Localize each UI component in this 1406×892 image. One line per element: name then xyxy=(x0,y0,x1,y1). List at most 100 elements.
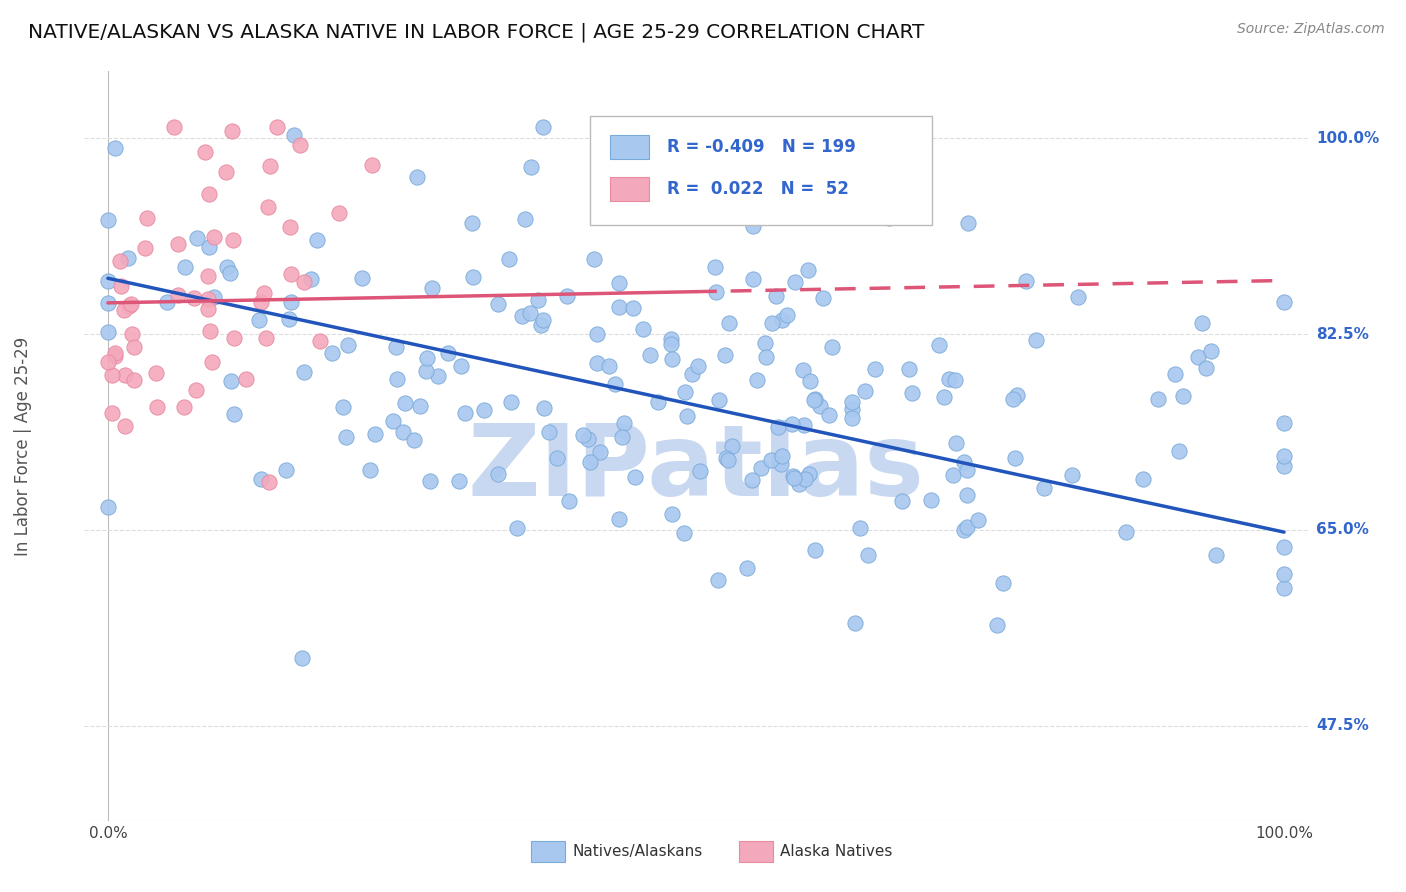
Point xyxy=(531,313,554,327)
Point xyxy=(104,346,127,360)
Point xyxy=(120,297,142,311)
Point xyxy=(498,252,520,266)
Point xyxy=(419,474,441,488)
Point xyxy=(114,419,136,434)
Point xyxy=(589,445,612,459)
Point xyxy=(742,272,765,286)
Text: 100.0%: 100.0% xyxy=(1316,131,1379,146)
Point xyxy=(956,487,979,501)
Point xyxy=(447,474,470,488)
Point xyxy=(986,617,1008,632)
Text: ZIPatlas: ZIPatlas xyxy=(468,420,924,517)
Point xyxy=(222,331,245,345)
Point xyxy=(735,561,758,575)
Point xyxy=(853,384,876,398)
Point xyxy=(848,521,870,535)
Point xyxy=(198,324,221,338)
Point xyxy=(219,375,242,389)
Point xyxy=(704,260,727,274)
Point xyxy=(454,406,477,420)
Point xyxy=(928,338,950,352)
Point xyxy=(104,349,127,363)
Point xyxy=(135,211,157,225)
Point xyxy=(97,355,120,369)
Point xyxy=(624,470,647,484)
Point xyxy=(385,340,408,354)
Point xyxy=(761,316,783,330)
Point xyxy=(122,340,145,354)
Point xyxy=(1066,290,1088,304)
Point xyxy=(97,213,120,227)
Point xyxy=(328,205,350,219)
Point xyxy=(305,233,328,247)
Point xyxy=(920,493,942,508)
Point xyxy=(956,463,979,477)
Point xyxy=(121,326,143,341)
Point xyxy=(215,164,238,178)
Point xyxy=(294,275,316,289)
Text: NATIVE/ALASKAN VS ALASKA NATIVE IN LABOR FORCE | AGE 25-29 CORRELATION CHART: NATIVE/ALASKAN VS ALASKA NATIVE IN LABOR… xyxy=(28,22,925,42)
Point xyxy=(257,475,280,490)
Point xyxy=(558,494,581,508)
FancyBboxPatch shape xyxy=(589,116,932,225)
Point xyxy=(167,237,190,252)
Point xyxy=(598,359,620,374)
Point xyxy=(505,521,527,535)
Point xyxy=(745,373,768,387)
Point xyxy=(486,296,509,310)
FancyBboxPatch shape xyxy=(610,135,650,159)
Point xyxy=(221,233,243,247)
Point xyxy=(218,266,240,280)
Point xyxy=(901,385,924,400)
Point xyxy=(1272,416,1295,430)
FancyBboxPatch shape xyxy=(531,841,565,862)
Point xyxy=(898,362,921,376)
Point xyxy=(519,160,541,174)
Point xyxy=(97,325,120,339)
Point xyxy=(221,124,243,138)
Text: 82.5%: 82.5% xyxy=(1316,326,1369,342)
Point xyxy=(769,457,792,471)
Point xyxy=(118,299,141,313)
Point xyxy=(1024,334,1046,348)
Point xyxy=(1167,444,1189,458)
Point xyxy=(1007,388,1029,402)
Point xyxy=(259,159,281,173)
Text: Source: ZipAtlas.com: Source: ZipAtlas.com xyxy=(1237,22,1385,37)
Point xyxy=(461,216,484,230)
Point xyxy=(1062,468,1084,483)
Point xyxy=(274,462,297,476)
Point xyxy=(392,425,415,439)
Point xyxy=(770,449,793,463)
Point xyxy=(537,425,560,440)
Point xyxy=(247,313,270,327)
Point xyxy=(385,372,408,386)
Point xyxy=(309,334,332,348)
Point xyxy=(749,461,772,475)
Point xyxy=(291,651,314,665)
Point xyxy=(991,576,1014,591)
Point xyxy=(803,393,825,408)
Point xyxy=(676,409,699,423)
Text: R = -0.409   N = 199: R = -0.409 N = 199 xyxy=(666,138,855,156)
Point xyxy=(1191,316,1213,330)
Point xyxy=(250,294,273,309)
Point xyxy=(891,494,914,508)
Point xyxy=(797,467,820,481)
Point xyxy=(605,376,627,391)
Point xyxy=(104,141,127,155)
Point xyxy=(292,365,315,379)
Point xyxy=(408,399,430,413)
Point xyxy=(515,212,537,227)
Point xyxy=(186,230,208,244)
Point xyxy=(607,277,630,291)
Point xyxy=(197,269,219,284)
Point xyxy=(134,241,156,255)
Point xyxy=(198,240,221,254)
Point xyxy=(631,322,654,336)
Point xyxy=(145,366,167,380)
Point xyxy=(721,439,744,453)
Point xyxy=(97,274,120,288)
Point xyxy=(427,368,450,383)
Point xyxy=(332,401,354,415)
